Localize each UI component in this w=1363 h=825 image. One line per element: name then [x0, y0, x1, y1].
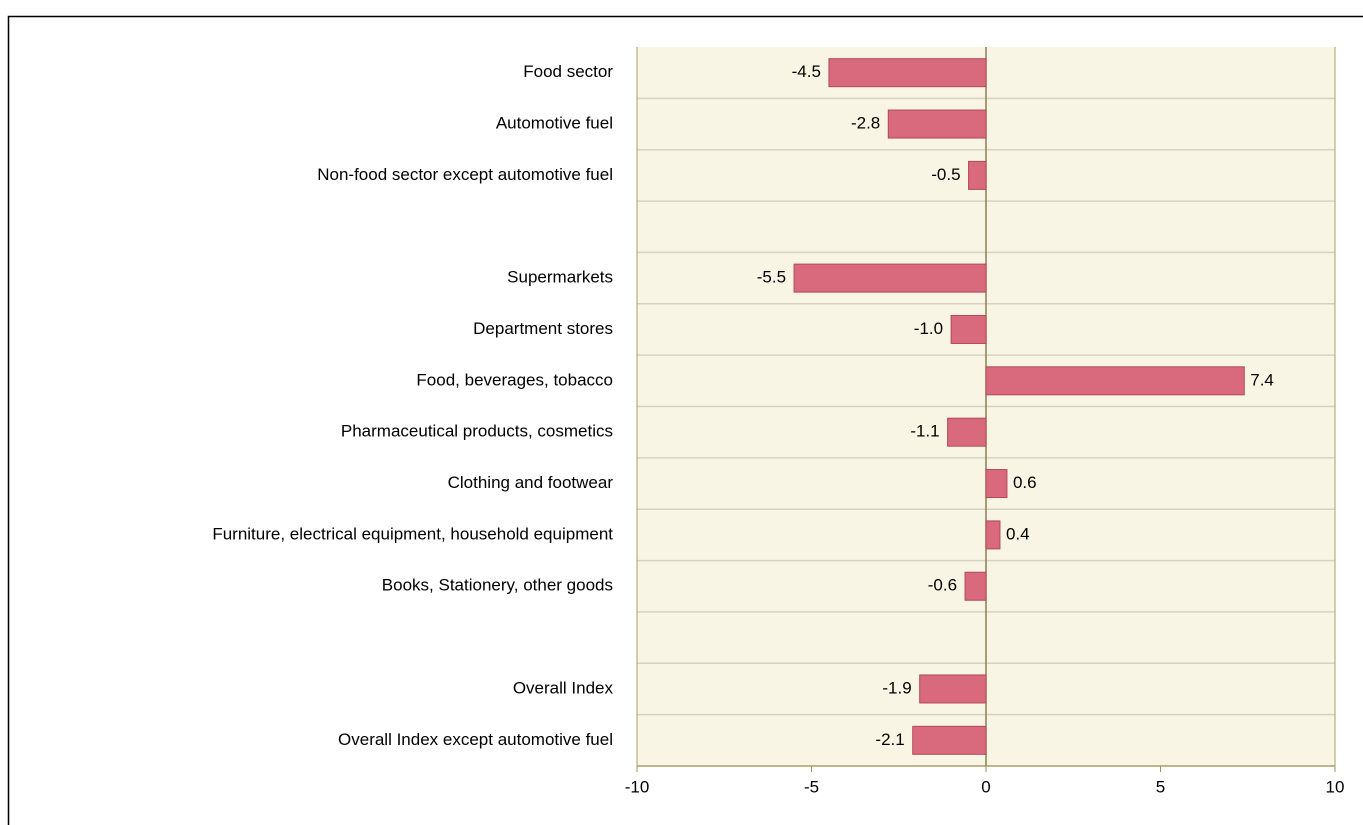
value-label: -1.1: [910, 422, 939, 441]
value-label: -0.6: [928, 576, 957, 595]
value-label: 0.6: [1013, 473, 1037, 492]
x-tick-label: 5: [1156, 777, 1165, 796]
value-label: -4.5: [792, 62, 821, 81]
bar: [985, 520, 1001, 550]
x-tick-label: -5: [804, 777, 819, 796]
bar: [947, 417, 987, 447]
chart-frame: [7, 15, 1363, 825]
bar: [919, 674, 987, 704]
value-label: -2.1: [875, 730, 904, 749]
y-tick-label: Books, Stationery, other goods: [382, 576, 613, 595]
y-tick-label: Non-food sector except automotive fuel: [317, 165, 613, 184]
value-label: 0.4: [1006, 524, 1030, 543]
bar: [950, 314, 987, 344]
y-tick-label: Food sector: [523, 62, 613, 81]
bar: [912, 725, 987, 755]
value-label: -2.8: [851, 114, 880, 133]
x-tick-label: 0: [981, 777, 990, 796]
bar: [968, 160, 987, 190]
y-tick-label: Clothing and footwear: [448, 473, 614, 492]
x-tick-label: 10: [1326, 777, 1345, 796]
value-label: -5.5: [757, 268, 786, 287]
value-label: -1.9: [882, 678, 911, 697]
bar: [828, 58, 987, 88]
value-label: -0.5: [931, 165, 960, 184]
y-tick-label: Overall Index: [513, 678, 614, 697]
y-tick-label: Department stores: [473, 319, 613, 338]
y-tick-label: Overall Index except automotive fuel: [338, 730, 613, 749]
y-tick-label: Supermarkets: [507, 268, 613, 287]
bar: [985, 366, 1245, 396]
bar: [985, 469, 1008, 499]
x-tick-label: -10: [625, 777, 650, 796]
bar: [887, 109, 987, 139]
y-tick-label: Automotive fuel: [496, 114, 613, 133]
y-tick-label: Furniture, electrical equipment, househo…: [212, 524, 613, 543]
value-label: -1.0: [914, 319, 943, 338]
y-tick-label: Food, beverages, tobacco: [416, 370, 613, 389]
value-label: 7.4: [1250, 370, 1274, 389]
bar: [793, 263, 987, 293]
y-tick-label: Pharmaceutical products, cosmetics: [341, 422, 613, 441]
bar: [964, 571, 987, 601]
